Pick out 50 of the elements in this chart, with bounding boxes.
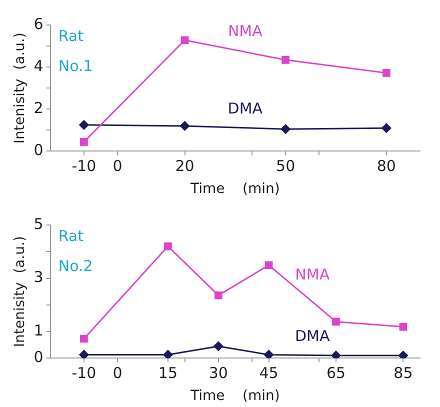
y-tick-label: 2 [34,99,44,118]
x-axis-title: Time (min) [189,388,280,404]
series-label: DMA [228,99,264,118]
point [332,318,340,326]
x-tick-label: 0 [112,364,122,382]
point [398,350,408,358]
x-tick-label: 0 [112,157,122,176]
point [80,334,88,343]
point [214,291,222,300]
point [163,350,173,358]
x-tick-label: 45 [259,364,278,382]
point [180,36,189,44]
x-tick-label: 85 [394,364,413,382]
point [214,341,224,351]
point [382,123,392,133]
x-tick-label: 20 [175,157,194,176]
y-axis-title: Intenisity (a.u.) [12,236,28,348]
point [264,261,273,270]
point [399,322,408,331]
point [280,124,290,134]
y-tick-label: 6 [34,14,44,33]
y-tick-label: 1 [34,321,44,340]
y-tick-label: 0 [34,348,44,366]
x-tick-label: -10 [72,364,96,382]
y-tick-label: 0 [34,141,44,160]
x-tick-label: 80 [376,157,396,176]
x-tick-label: 15 [158,364,178,382]
y-tick-label: 4 [34,56,44,75]
y-tick-label: 3 [34,268,44,286]
series-label: NMA [228,22,264,40]
series-label: NMA [295,265,330,284]
x-tick-label: 50 [276,157,296,176]
x-tick-label: 65 [326,364,346,382]
point [180,121,190,131]
x-tick-label: -10 [72,157,96,176]
annotation: Rat No.1 [58,26,93,75]
y-axis-title: Intenisity (a.u.) [12,32,28,144]
x-tick-label: 30 [208,364,228,382]
point [282,56,290,64]
x-axis-title: Time (min) [189,181,280,198]
point [80,138,88,146]
point [164,242,172,250]
point [264,350,274,358]
point [79,350,89,358]
point [382,69,390,77]
point [79,120,89,130]
annotation: Rat No.2 [58,226,93,275]
y-tick-label: 5 [34,214,44,233]
series-label: DMA [295,327,330,346]
point [331,350,341,358]
